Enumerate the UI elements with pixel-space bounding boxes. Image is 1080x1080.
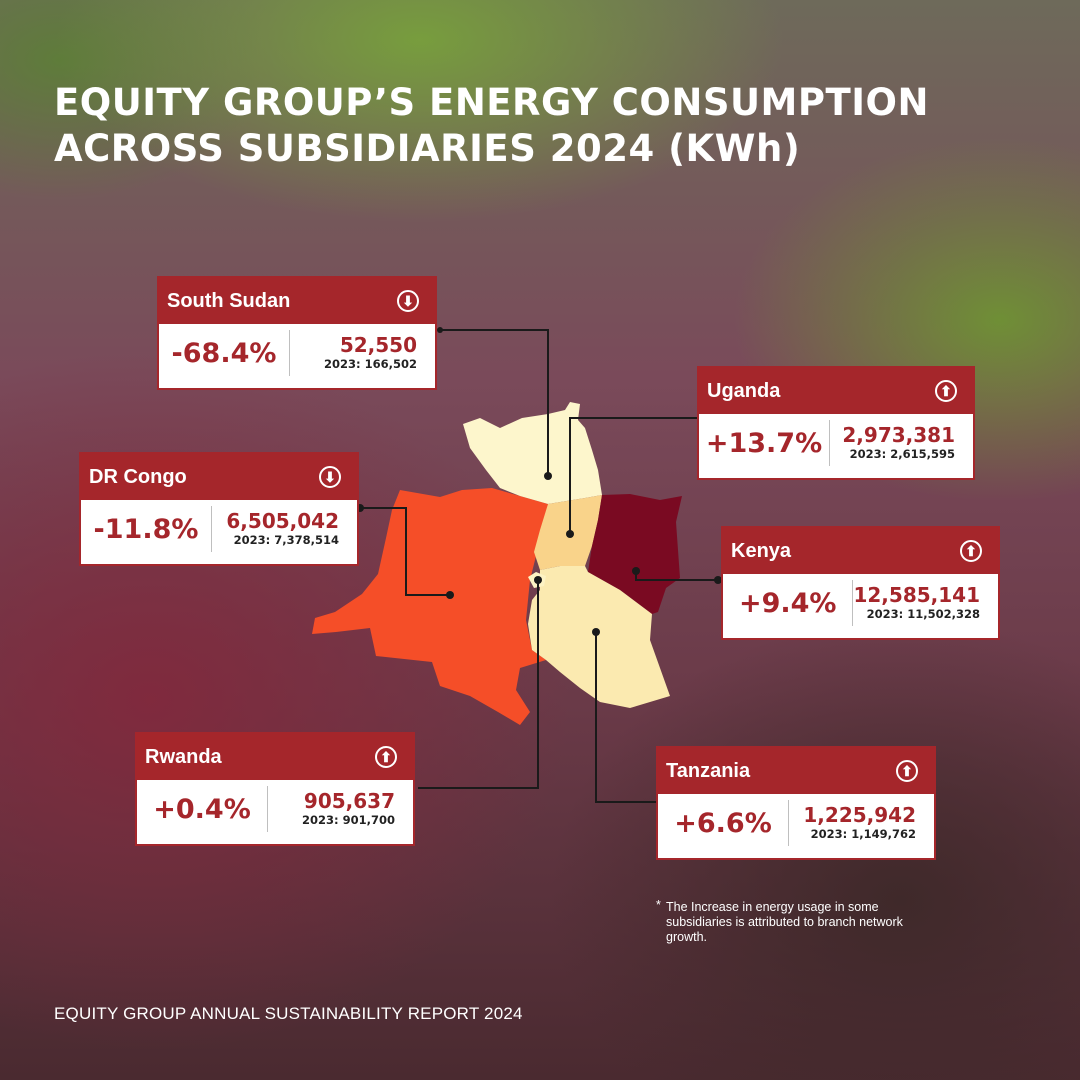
values: 1,225,942 2023: 1,149,762 — [789, 804, 934, 842]
value-2023: 2023: 901,700 — [302, 813, 395, 827]
value-2023: 2023: 7,378,514 — [233, 533, 339, 547]
region-south-sudan — [463, 402, 602, 504]
title-line-2: ACROSS SUBSIDIARIES 2024 (KWh) — [54, 127, 801, 170]
footnote-asterisk: * — [656, 898, 661, 912]
region-dr-congo — [312, 488, 548, 725]
value-2024: 905,637 — [303, 789, 395, 813]
country-name: Rwanda — [145, 745, 222, 768]
region-kenya — [588, 494, 682, 614]
arrow-up-icon: ⬆ — [935, 380, 957, 402]
divider — [788, 800, 789, 846]
card-body: +0.4% 905,637 2023: 901,700 — [137, 780, 413, 838]
arrow-up-icon: ⬆ — [960, 540, 982, 562]
card-header: Kenya ⬆ — [723, 528, 998, 574]
connector-dr-congo — [360, 507, 450, 596]
percent-change: +13.7% — [705, 427, 823, 459]
value-2023: 2023: 11,502,328 — [866, 607, 980, 621]
card-south-sudan: South Sudan ⬇ -68.4% 52,550 2023: 166,50… — [157, 276, 437, 390]
card-kenya: Kenya ⬆ +9.4% 12,585,141 2023: 11,502,32… — [721, 526, 1000, 640]
dot-uganda — [566, 530, 574, 538]
page-title: EQUITY GROUP’S ENERGY CONSUMPTION ACROSS… — [54, 80, 929, 172]
percent-change: -11.8% — [93, 513, 199, 545]
divider — [211, 506, 212, 552]
arrow-down-icon: ⬇ — [319, 466, 341, 488]
value-2023: 2023: 166,502 — [324, 357, 417, 371]
title-line-1: EQUITY GROUP’S ENERGY CONSUMPTION — [54, 81, 929, 124]
divider — [829, 420, 830, 466]
value-2024: 2,973,381 — [842, 423, 955, 447]
card-dr-congo: DR Congo ⬇ -11.8% 6,505,042 2023: 7,378,… — [79, 452, 359, 566]
dot-south-sudan — [544, 472, 552, 480]
dot-rwanda — [534, 576, 542, 584]
dot-kenya — [632, 567, 640, 575]
connector-tanzania — [595, 632, 658, 803]
card-body: +13.7% 2,973,381 2023: 2,615,595 — [699, 414, 973, 472]
values: 2,973,381 2023: 2,615,595 — [830, 424, 973, 462]
value-2024: 1,225,942 — [803, 803, 916, 827]
card-body: +9.4% 12,585,141 2023: 11,502,328 — [723, 574, 998, 632]
divider — [289, 330, 290, 376]
card-rwanda: Rwanda ⬆ +0.4% 905,637 2023: 901,700 — [135, 732, 415, 846]
value-2023: 2023: 1,149,762 — [810, 827, 916, 841]
dot-dr-congo — [446, 591, 454, 599]
card-header: Rwanda ⬆ — [137, 734, 413, 780]
percent-change: -68.4% — [171, 337, 277, 369]
dot-tanzania — [592, 628, 600, 636]
country-name: South Sudan — [167, 289, 291, 312]
value-2024: 6,505,042 — [226, 509, 339, 533]
card-header: Tanzania ⬆ — [658, 748, 934, 794]
value-2024: 12,585,141 — [853, 583, 980, 607]
divider — [267, 786, 268, 832]
card-body: +6.6% 1,225,942 2023: 1,149,762 — [658, 794, 934, 852]
footnote: * The Increase in energy usage in some s… — [656, 898, 926, 945]
connector-south-sudan — [440, 329, 549, 476]
country-name: DR Congo — [89, 465, 187, 488]
value-2024: 52,550 — [339, 333, 417, 357]
values: 905,637 2023: 901,700 — [268, 790, 413, 828]
connector-uganda — [569, 417, 698, 534]
dot-kenya-start — [714, 576, 722, 584]
percent-change: +6.6% — [674, 807, 772, 839]
connector-rwanda — [418, 580, 539, 789]
percent-change: +9.4% — [738, 587, 837, 619]
percent-change: +0.4% — [153, 793, 251, 825]
country-name: Tanzania — [666, 759, 751, 782]
card-tanzania: Tanzania ⬆ +6.6% 1,225,942 2023: 1,149,7… — [656, 746, 936, 860]
values: 6,505,042 2023: 7,378,514 — [212, 510, 357, 548]
footnote-text: The Increase in energy usage in some sub… — [666, 900, 903, 944]
region-tanzania — [528, 566, 670, 708]
arrow-up-icon: ⬆ — [896, 760, 918, 782]
card-header: Uganda ⬆ — [699, 368, 973, 414]
card-body: -68.4% 52,550 2023: 166,502 — [159, 324, 435, 382]
card-header: South Sudan ⬇ — [159, 278, 435, 324]
footer-report-title: EQUITY GROUP ANNUAL SUSTAINABILITY REPOR… — [54, 1004, 523, 1023]
card-header: DR Congo ⬇ — [81, 454, 357, 500]
card-uganda: Uganda ⬆ +13.7% 2,973,381 2023: 2,615,59… — [697, 366, 975, 480]
value-2023: 2023: 2,615,595 — [849, 447, 955, 461]
country-name: Kenya — [731, 539, 792, 562]
card-body: -11.8% 6,505,042 2023: 7,378,514 — [81, 500, 357, 558]
country-name: Uganda — [707, 379, 781, 402]
values: 12,585,141 2023: 11,502,328 — [853, 584, 998, 622]
arrow-down-icon: ⬇ — [397, 290, 419, 312]
values: 52,550 2023: 166,502 — [290, 334, 435, 372]
arrow-up-icon: ⬆ — [375, 746, 397, 768]
dot-south-sudan-start — [437, 327, 443, 333]
divider — [852, 580, 854, 626]
